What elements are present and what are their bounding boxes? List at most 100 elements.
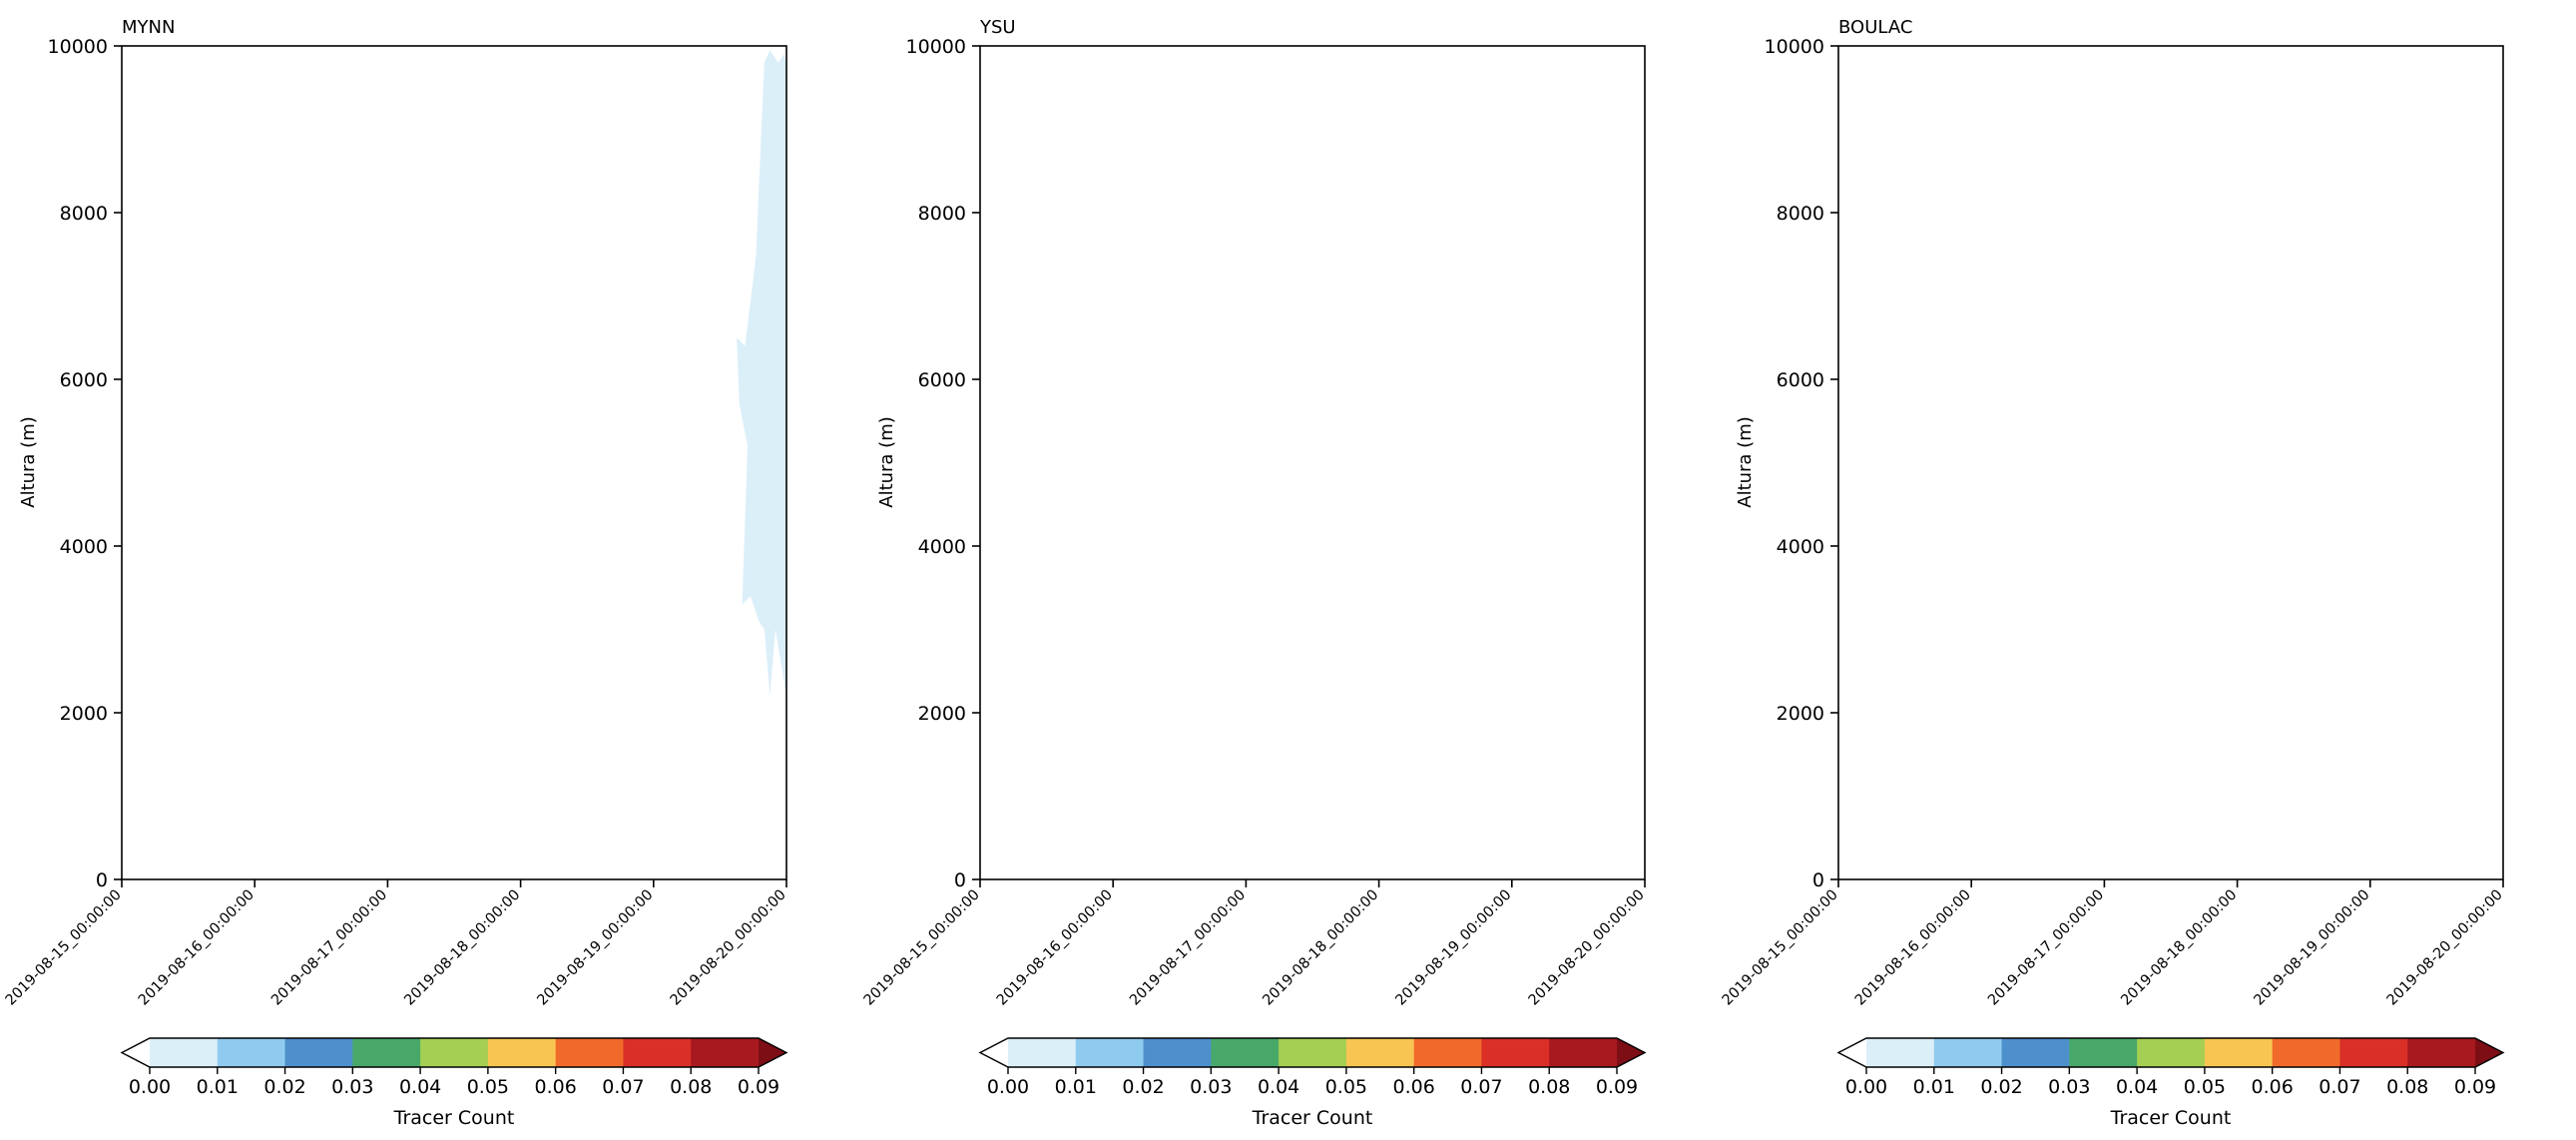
panel-title-boulac: BOULAC (1838, 17, 1912, 38)
x-tick-label: 2019-08-17_00:00:00 (1985, 887, 2107, 1009)
y-tick-label: 4000 (1777, 536, 1824, 558)
colorbar-swatch (2272, 1038, 2340, 1067)
y-tick-label: 6000 (60, 369, 108, 391)
colorbar-tick-label: 0.05 (467, 1076, 509, 1098)
y-tick-label: 2000 (918, 703, 966, 725)
x-tick-label: 2019-08-20_00:00:00 (668, 887, 789, 1009)
colorbar-tick-label: 0.08 (670, 1076, 712, 1098)
y-tick-label: 10000 (906, 36, 966, 58)
colorbar-tick-label: 0.07 (2318, 1076, 2360, 1098)
colorbar-tick-label: 0.02 (1122, 1076, 1164, 1098)
colorbar-label-boulac: Tracer Count (2110, 1107, 2232, 1129)
colorbar-swatch (150, 1038, 219, 1067)
y-axis-label-boulac: Altura (m) (1735, 416, 1756, 508)
y-tick-label: 4000 (60, 536, 108, 558)
y-axis-label-ysu: Altura (m) (876, 416, 897, 508)
colorbar-tick-label: 0.01 (197, 1076, 239, 1098)
colorbar-swatch (1866, 1038, 1935, 1067)
colorbar-swatch (487, 1038, 557, 1067)
panel-title-ysu: YSU (979, 17, 1016, 38)
colorbar-tick-label: 0.03 (331, 1076, 373, 1098)
colorbar-swatch (284, 1038, 353, 1067)
colorbar-swatch (1143, 1038, 1212, 1067)
colorbar-over-arrow (1617, 1038, 1645, 1067)
x-tick-label: 2019-08-18_00:00:00 (1260, 887, 1381, 1009)
colorbar-swatch (352, 1038, 421, 1067)
colorbar-tick-label: 0.02 (263, 1076, 305, 1098)
colorbar-tick-label: 0.06 (2252, 1076, 2294, 1098)
y-tick-label: 2000 (60, 703, 108, 725)
colorbar-under-arrow (122, 1038, 150, 1067)
colorbar-swatch (420, 1038, 489, 1067)
colorbar-tick-label: 0.02 (1980, 1076, 2022, 1098)
colorbar-tick-label: 0.00 (1845, 1076, 1887, 1098)
axes-frame-mynn (121, 45, 787, 880)
colorbar-tick-label: 0.01 (1055, 1076, 1097, 1098)
colorbar-tick-label: 0.09 (1596, 1076, 1638, 1098)
colorbar-swatch (1933, 1038, 2003, 1067)
colorbar-swatch (2001, 1038, 2070, 1067)
colorbar-tick-label: 0.00 (987, 1076, 1029, 1098)
colorbar-label-mynn: Tracer Count (393, 1107, 515, 1129)
colorbar-swatch (1008, 1038, 1077, 1067)
colorbar-tick-label: 0.09 (738, 1076, 779, 1098)
y-tick-label: 0 (1812, 869, 1824, 891)
y-tick-label: 8000 (60, 203, 108, 225)
colorbar-tick-label: 0.06 (535, 1076, 577, 1098)
colorbar-mynn: 0.00 0.01 0.02 0.03 0.04 0.05 0.06 0.07 0.08 0.09… (120, 1037, 788, 1129)
panel-ysu: YSU Altura (m) 0 2000 4000 6000 8000 10000 20… (861, 17, 1648, 1009)
colorbar-ysu: 0.00 0.01 0.02 0.03 0.04 0.05 0.06 0.07 0.08 0.09… (978, 1037, 1647, 1129)
colorbar-tick-label: 0.08 (2386, 1076, 2428, 1098)
x-tick-label: 2019-08-17_00:00:00 (1127, 887, 1249, 1009)
colorbar-swatch (1279, 1038, 1347, 1067)
x-tick-label: 2019-08-19_00:00:00 (535, 887, 657, 1009)
colorbar-under-arrow (1838, 1038, 1866, 1067)
colorbar-label-ysu: Tracer Count (1252, 1107, 1373, 1129)
colorbar-swatch (555, 1038, 624, 1067)
y-tick-label: 6000 (1777, 369, 1824, 391)
colorbar-tick-label: 0.04 (1258, 1076, 1299, 1098)
panel-title-mynn: MYNN (122, 17, 175, 38)
colorbar-swatch (2339, 1038, 2408, 1067)
x-tick-label: 2019-08-18_00:00:00 (2118, 887, 2240, 1009)
x-ticks-boulac: 2019-08-15_00:00:00 2019-08-16_00:00:00 20… (1720, 879, 2506, 1009)
x-tick-label: 2019-08-16_00:00:00 (1852, 887, 1974, 1009)
x-ticks-mynn: 2019-08-15_00:00:00 2019-08-16_00:00:00 20… (3, 879, 789, 1009)
y-tick-label: 0 (96, 869, 108, 891)
x-tick-label: 2019-08-20_00:00:00 (1526, 887, 1648, 1009)
colorbar-boulac: 0.00 0.01 0.02 0.03 0.04 0.05 0.06 0.07 0.08 0.09… (1836, 1037, 2505, 1129)
colorbar-tick-label: 0.08 (1528, 1076, 1570, 1098)
plot-area-ysu (980, 46, 1645, 879)
plot-area-mynn (122, 46, 786, 879)
y-tick-label: 6000 (918, 369, 966, 391)
colorbar-tick-label: 0.03 (1190, 1076, 1232, 1098)
y-tick-label: 10000 (1765, 36, 1824, 58)
colorbar-swatch (1075, 1038, 1145, 1067)
y-tick-label: 2000 (1777, 703, 1824, 725)
axes-frame-boulac (1837, 45, 2504, 880)
x-tick-label: 2019-08-19_00:00:00 (2252, 887, 2373, 1009)
colorbar-swatch (623, 1038, 692, 1067)
x-tick-label: 2019-08-15_00:00:00 (861, 887, 983, 1009)
x-tick-label: 2019-08-19_00:00:00 (1393, 887, 1515, 1009)
colorbar-swatch (2137, 1038, 2206, 1067)
colorbar-over-arrow (2475, 1038, 2503, 1067)
panel-boulac: BOULAC Altura (m) 0 2000 4000 6000 8000 10000… (1720, 17, 2506, 1009)
y-tick-label: 8000 (1777, 203, 1824, 225)
colorbar-tick-label: 0.05 (2184, 1076, 2226, 1098)
colorbar-tick-label: 0.06 (1393, 1076, 1435, 1098)
colorbar-tick-label: 0.07 (1460, 1076, 1502, 1098)
y-tick-label: 0 (954, 869, 966, 891)
colorbar-swatch (691, 1038, 760, 1067)
colorbar-tick-label: 0.01 (1913, 1076, 1955, 1098)
y-tick-label: 8000 (918, 203, 966, 225)
y-axis-label-mynn: Altura (m) (18, 416, 39, 508)
x-tick-label: 2019-08-15_00:00:00 (3, 887, 125, 1009)
x-tick-label: 2019-08-18_00:00:00 (401, 887, 523, 1009)
contour-fill-mynn (737, 50, 786, 697)
colorbar-tick-label: 0.00 (129, 1076, 171, 1098)
colorbar-under-arrow (980, 1038, 1008, 1067)
colorbar-swatch (1413, 1038, 1482, 1067)
x-tick-label: 2019-08-20_00:00:00 (2384, 887, 2506, 1009)
